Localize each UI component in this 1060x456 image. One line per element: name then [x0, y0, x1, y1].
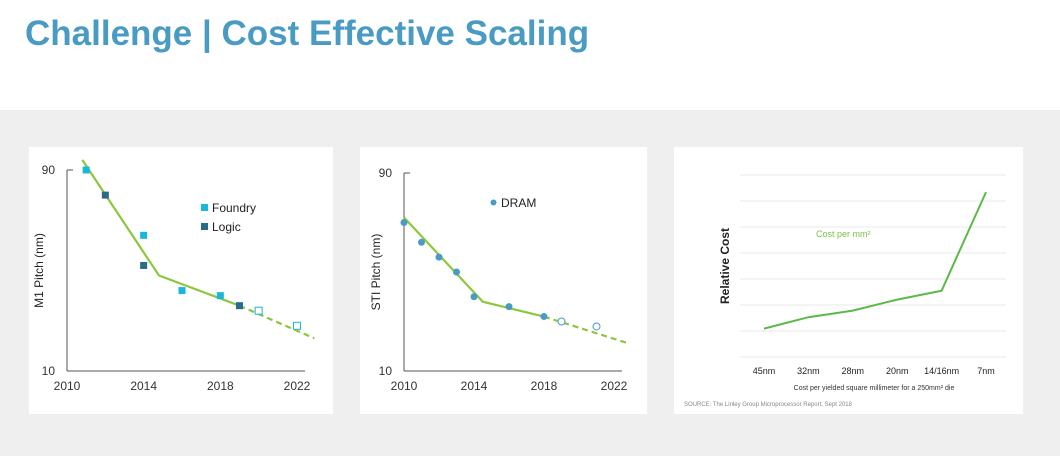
data-point-logic [101, 191, 109, 199]
projected-point-foundry [293, 321, 301, 330]
data-point-dram [540, 313, 548, 321]
legend-marker-dram [490, 199, 497, 206]
legend-marker-foundry [201, 204, 208, 211]
trend-line [403, 216, 545, 318]
data-point-foundry [140, 231, 148, 239]
x-tick-label: 2014 [130, 379, 157, 393]
trend-line-projected [239, 304, 315, 340]
x-tick-label: 14/16nm [924, 366, 959, 376]
data-point-dram [505, 303, 513, 311]
x-tick-label: 20nm [886, 366, 909, 376]
x-axis-label: Cost per yielded square millimeter for a… [794, 385, 955, 392]
y-tick-label: 10 [42, 364, 56, 378]
data-point-dram [435, 253, 443, 261]
sti-pitch-chart: 10 90 2010 2014 2018 2022 STI Pitch (nm) DRAM [369, 166, 631, 393]
series-label: Cost per mm² [816, 229, 871, 239]
data-point-dram [470, 293, 478, 301]
cost-line [763, 191, 987, 330]
page-title: Challenge | Cost Effective Scaling [25, 14, 590, 53]
x-tick-label: 32nm [797, 366, 820, 376]
legend-label-dram: DRAM [501, 196, 536, 210]
x-tick-label: 2010 [391, 379, 418, 393]
x-tick-label: 45nm [753, 366, 776, 376]
trend-line-projected [543, 315, 631, 345]
sti-pitch-card: 10 90 2010 2014 2018 2022 STI Pitch (nm) DRAM [360, 147, 647, 414]
x-tick-label: 2022 [601, 379, 628, 393]
data-point-logic [236, 302, 243, 310]
x-tick-label: 2018 [207, 379, 234, 393]
data-point-foundry [216, 292, 224, 300]
relative-cost-chart: 45nm 32nm 28nm 20nm 14/16nm 7nm Cost per mm² Re… [684, 174, 1006, 408]
y-tick-label: 90 [42, 163, 56, 177]
projected-point-dram [592, 322, 601, 331]
y-axis-label: M1 Pitch (nm) [32, 233, 46, 308]
x-tick-label: 2010 [54, 379, 81, 393]
source-note: SOURCE: The Linley Group Microprocessor … [684, 402, 853, 408]
data-point-dram [453, 268, 460, 276]
projected-point-foundry [254, 306, 263, 315]
y-axis-label: STI Pitch (nm) [369, 234, 383, 311]
x-tick-label: 7nm [977, 366, 995, 376]
x-tick-label: 28nm [842, 366, 865, 376]
m1-pitch-chart: 10 90 2010 2014 2018 2022 M1 Pitch (nm) Foundry… [32, 159, 315, 393]
m1-pitch-card: 10 90 2010 2014 2018 2022 M1 Pitch (nm) Foundry… [29, 147, 333, 414]
relative-cost-card: 45nm 32nm 28nm 20nm 14/16nm 7nm Cost per mm² Re… [674, 147, 1023, 414]
legend-label-foundry: Foundry [212, 201, 256, 215]
x-tick-label: 2018 [531, 379, 558, 393]
data-point-dram [418, 238, 425, 246]
x-tick-label: 2022 [284, 379, 311, 393]
y-axis-label: Relative Cost [718, 228, 732, 304]
data-point-foundry [178, 287, 186, 295]
data-point-foundry [82, 166, 90, 174]
projected-point-dram [557, 317, 566, 326]
legend-marker-logic [201, 223, 208, 230]
y-tick-label: 10 [379, 364, 393, 378]
x-tick-label: 2014 [461, 379, 488, 393]
data-point-logic [140, 261, 148, 269]
legend-label-logic: Logic [212, 220, 241, 234]
y-tick-label: 90 [379, 166, 393, 180]
data-point-dram [400, 219, 408, 226]
